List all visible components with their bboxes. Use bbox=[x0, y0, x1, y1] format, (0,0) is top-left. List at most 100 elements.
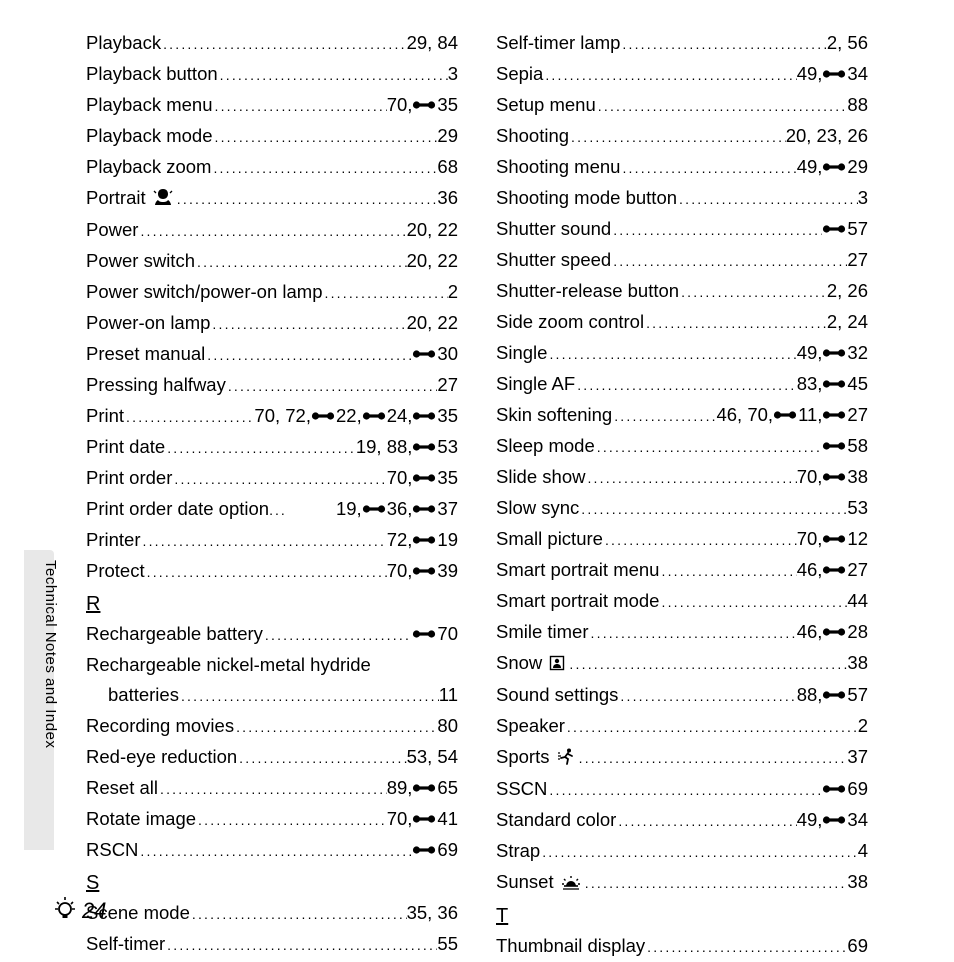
index-term: Setup menu bbox=[496, 90, 596, 120]
index-pages: 49, 32 bbox=[797, 338, 868, 368]
index-term: Playback bbox=[86, 28, 161, 58]
index-entry: Scene mode35, 36 bbox=[86, 898, 458, 929]
leader-dots bbox=[540, 837, 857, 867]
index-entry: Rotate image70, 41 bbox=[86, 804, 458, 835]
index-term: Smile timer bbox=[496, 617, 589, 647]
index-term: batteries bbox=[108, 680, 179, 710]
leader-dots bbox=[583, 868, 848, 898]
leader-dots bbox=[579, 494, 847, 524]
index-entry: Rechargeable nickel-metal hydride bbox=[86, 650, 458, 680]
section-heading: T bbox=[496, 901, 868, 931]
index-entry: Print order date option... 19, 36, 37 bbox=[86, 494, 458, 525]
index-term: Printer bbox=[86, 525, 141, 555]
index-pages: 57 bbox=[822, 214, 868, 244]
index-entry: Smart portrait menu 46, 27 bbox=[496, 555, 868, 586]
index-pages: 2 bbox=[858, 711, 868, 741]
index-pages: 70, 72, 22, 24, 35 bbox=[254, 401, 458, 431]
index-term: Thumbnail display bbox=[496, 931, 645, 961]
index-term: Sunset bbox=[496, 867, 583, 899]
index-pages: 37 bbox=[847, 742, 868, 772]
index-entry: Snow 38 bbox=[496, 648, 868, 680]
leader-dots bbox=[190, 899, 407, 929]
leader-dots bbox=[543, 60, 796, 90]
index-entry: Shooting menu49, 29 bbox=[496, 152, 868, 183]
leader-dots bbox=[226, 371, 438, 401]
index-entry: Sports 37 bbox=[496, 742, 868, 774]
index-pages: 70, 38 bbox=[797, 462, 868, 492]
leader-dots bbox=[161, 29, 406, 59]
leader-dots bbox=[212, 91, 386, 121]
page-footer: 24 bbox=[54, 896, 106, 926]
index-pages: 69 bbox=[822, 774, 868, 804]
index-term: Smart portrait menu bbox=[496, 555, 659, 585]
reference-icon bbox=[822, 462, 846, 492]
leader-dots bbox=[679, 277, 827, 307]
index-entry: Speaker 2 bbox=[496, 711, 868, 742]
leader-dots bbox=[575, 370, 797, 400]
reference-icon bbox=[822, 774, 846, 804]
index-entry: Red-eye reduction53, 54 bbox=[86, 742, 458, 773]
index-entry: Thumbnail display69 bbox=[496, 931, 868, 962]
index-entry: Setup menu88 bbox=[496, 90, 868, 121]
leader-dots bbox=[565, 712, 858, 742]
index-pages: 46, 27 bbox=[797, 555, 868, 585]
leader-dots bbox=[322, 278, 447, 308]
reference-icon bbox=[822, 524, 846, 554]
leader-dots bbox=[612, 401, 716, 431]
leader-dots bbox=[124, 402, 254, 432]
index-term: Playback menu bbox=[86, 90, 212, 120]
leader-dots bbox=[589, 618, 797, 648]
index-term: Red-eye reduction bbox=[86, 742, 237, 772]
index-pages: 29 bbox=[437, 121, 458, 151]
leader-dots bbox=[165, 433, 356, 463]
leader-dots bbox=[165, 930, 437, 960]
index-pages: 70, 35 bbox=[387, 463, 458, 493]
index-pages: 29, 84 bbox=[407, 28, 458, 58]
reference-icon bbox=[822, 214, 846, 244]
index-entry: Single49, 32 bbox=[496, 338, 868, 369]
section-heading: S bbox=[86, 868, 458, 898]
index-pages: 3 bbox=[448, 59, 458, 89]
index-pages: 58 bbox=[822, 431, 868, 461]
reference-icon bbox=[412, 90, 436, 120]
index-pages: 2, 26 bbox=[827, 276, 868, 306]
index-term: Print date bbox=[86, 432, 165, 462]
index-term: Power switch/power-on lamp bbox=[86, 277, 322, 307]
index-entry: Power20, 22 bbox=[86, 215, 458, 246]
leader-dots bbox=[618, 681, 796, 711]
index-entry: Sunset 38 bbox=[496, 867, 868, 899]
index-pages: 70, 35 bbox=[387, 90, 458, 120]
index-term: Protect bbox=[86, 556, 145, 586]
index-entry: Rechargeable battery70 bbox=[86, 619, 458, 650]
index-term: Sound settings bbox=[496, 680, 618, 710]
index-term: Pressing halfway bbox=[86, 370, 226, 400]
index-term: Portrait bbox=[86, 183, 175, 215]
leader-dots bbox=[645, 932, 847, 962]
index-term: Small picture bbox=[496, 524, 603, 554]
leader-dots bbox=[659, 556, 796, 586]
index-pages: 72, 19 bbox=[387, 525, 458, 555]
leader-dots bbox=[145, 557, 387, 587]
index-entry: Shooting mode button3 bbox=[496, 183, 868, 214]
index-entry: Power switch20, 22 bbox=[86, 246, 458, 277]
index-entry: Printer 72, 19 bbox=[86, 525, 458, 556]
reference-icon bbox=[362, 494, 386, 524]
leader-dots bbox=[596, 91, 848, 121]
index-pages: 27 bbox=[847, 245, 868, 275]
index-entry: Playback mode29 bbox=[86, 121, 458, 152]
index-entry: Smart portrait mode44 bbox=[496, 586, 868, 617]
reference-icon bbox=[412, 804, 436, 834]
index-entry: Portrait 36 bbox=[86, 183, 458, 215]
index-term: SSCN bbox=[496, 774, 547, 804]
index-pages: 35, 36 bbox=[407, 898, 458, 928]
index-entry: Playback menu 70, 35 bbox=[86, 90, 458, 121]
index-pages: 27 bbox=[437, 370, 458, 400]
leader-dots bbox=[172, 464, 386, 494]
index-term: Speaker bbox=[496, 711, 565, 741]
index-term: Shutter sound bbox=[496, 214, 611, 244]
index-term: Playback zoom bbox=[86, 152, 211, 182]
index-entry: Sound settings88, 57 bbox=[496, 680, 868, 711]
index-pages: 2 bbox=[448, 277, 458, 307]
index-term: Shutter-release button bbox=[496, 276, 679, 306]
leader-dots bbox=[603, 525, 797, 555]
